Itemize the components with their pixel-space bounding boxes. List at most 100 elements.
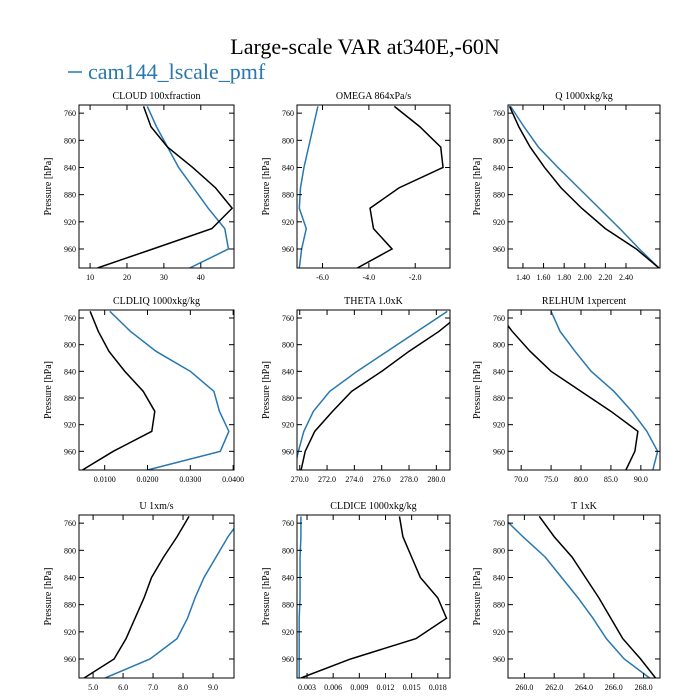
x-tick-label: 268.0 (635, 683, 653, 692)
y-axis-label: Pressure [hPa] (261, 567, 272, 625)
x-tick-label: 0.0300 (179, 475, 201, 484)
y-tick-label: 960 (493, 245, 505, 254)
y-tick-label: 920 (493, 421, 505, 430)
x-tick-label: 0.0200 (137, 475, 159, 484)
profile-line (297, 310, 448, 462)
panel: 0.0100 0.0200 0.0300 0.0400 760 800 840 880 920 9… (43, 296, 244, 484)
x-tick-label: 8.0 (178, 683, 188, 692)
x-tick-label: 1.60 (537, 273, 551, 282)
y-tick-label: 760 (64, 519, 76, 528)
y-tick-label: 800 (64, 341, 76, 350)
profile-line (83, 515, 190, 678)
profile-line (538, 515, 657, 678)
panel-title: RELHUM 1xpercent (542, 296, 626, 307)
profile-line (550, 311, 659, 470)
y-tick-label: 760 (282, 314, 294, 323)
x-tick-label: 90.0 (634, 475, 648, 484)
panel-title: CLOUD 100xfraction (112, 91, 200, 102)
x-tick-label: 274.0 (345, 475, 363, 484)
y-axis-label: Pressure [hPa] (472, 361, 483, 419)
x-tick-label: 0.012 (376, 683, 394, 692)
y-tick-label: 800 (282, 341, 294, 350)
y-tick-label: 880 (64, 394, 76, 403)
x-tick-label: 264.0 (575, 683, 593, 692)
y-tick-label: 800 (493, 341, 505, 350)
x-tick-label: 0.0400 (222, 475, 244, 484)
plot-frame (507, 104, 661, 269)
profile-line (356, 105, 444, 268)
x-tick-label: 272.0 (318, 475, 336, 484)
panel: 70.0 75.0 80.0 85.0 90.0 760 800 840 880 920 960 RE… (472, 296, 661, 484)
y-tick-label: 960 (493, 655, 505, 664)
panel-title: THETA 1.0xK (344, 296, 403, 307)
x-tick-label: -4.0 (363, 273, 376, 282)
y-tick-label: 800 (493, 136, 505, 145)
y-tick-label: 960 (64, 245, 76, 254)
x-tick-label: 9.0 (208, 683, 218, 692)
profile-line (104, 527, 234, 678)
x-tick-label: 278.0 (400, 475, 418, 484)
y-tick-label: 760 (493, 519, 505, 528)
y-tick-label: 840 (64, 573, 76, 582)
y-tick-label: 920 (282, 421, 294, 430)
panel-title: CLDLIQ 1000xkg/kg (113, 296, 200, 307)
legend-label: cam144_lscale_pmf (88, 59, 266, 84)
x-tick-label: 2.00 (578, 273, 592, 282)
x-tick-label: 80.0 (574, 475, 588, 484)
x-tick-label: 40 (197, 273, 205, 282)
y-tick-label: 840 (282, 367, 294, 376)
panel-title: Q 1000xkg/kg (555, 91, 613, 102)
y-tick-label: 960 (493, 447, 505, 456)
profile-line (97, 106, 234, 268)
y-tick-label: 760 (282, 109, 294, 118)
panel: -6.0 -4.0 -2.0 760 800 840 880 920 960 OMEGA 864x… (261, 91, 451, 282)
x-tick-label: 5.0 (88, 683, 98, 692)
y-tick-label: 960 (282, 655, 294, 664)
y-axis-label: Pressure [hPa] (261, 157, 272, 215)
y-tick-label: 960 (282, 245, 294, 254)
panel: 260.0 262.0 264.0 266.0 268.0 760 800 840 880 920… (472, 501, 661, 692)
plot-frame (507, 514, 661, 679)
x-tick-label: 0.018 (429, 683, 447, 692)
profile-line (508, 106, 660, 268)
y-tick-label: 920 (64, 628, 76, 637)
plot-frame (78, 514, 235, 679)
x-tick-label: 75.0 (544, 475, 558, 484)
profile-line (300, 516, 448, 678)
y-tick-label: 920 (282, 218, 294, 227)
panel-title: OMEGA 864xPa/s (336, 91, 411, 102)
x-tick-label: 270.0 (291, 475, 309, 484)
panel: 0.003 0.006 0.009 0.012 0.015 0.018 760 800 840 8… (261, 501, 451, 692)
y-tick-label: 880 (493, 191, 505, 200)
y-tick-label: 920 (493, 628, 505, 637)
y-tick-label: 840 (493, 163, 505, 172)
y-axis-label: Pressure [hPa] (43, 361, 54, 419)
panel-title: T 1xK (571, 501, 597, 512)
panel: 1.40 1.60 1.80 2.00 2.20 2.40 760 800 840 880 920 9… (472, 91, 661, 282)
plot-frame (507, 309, 661, 471)
plot-frame (296, 104, 451, 269)
profile-line (82, 311, 156, 470)
panel: 10 20 30 40 760 800 840 880 920 960 CLOUD 100xfrac… (43, 91, 235, 282)
y-tick-label: 920 (64, 421, 76, 430)
panel-title: CLDICE 1000xkg/kg (330, 501, 416, 512)
x-tick-label: -6.0 (316, 273, 329, 282)
x-tick-label: 266.0 (605, 683, 623, 692)
y-tick-label: 880 (64, 601, 76, 610)
plot-frame (296, 309, 451, 471)
x-tick-label: 0.003 (298, 683, 316, 692)
x-tick-label: 260.0 (515, 683, 533, 692)
profile-line (508, 324, 639, 470)
plot-frame (296, 514, 451, 679)
x-tick-label: 280.0 (427, 475, 445, 484)
x-tick-label: 10 (86, 273, 94, 282)
y-tick-label: 800 (64, 546, 76, 555)
x-tick-label: 262.0 (545, 683, 563, 692)
x-tick-label: 2.20 (598, 273, 612, 282)
panel: 5.0 6.0 7.0 8.0 9.0 760 800 840 880 920 960 U 1xm/s… (43, 501, 235, 692)
y-axis-label: Pressure [hPa] (43, 157, 54, 215)
y-tick-label: 800 (493, 546, 505, 555)
y-tick-label: 760 (493, 314, 505, 323)
y-axis-label: Pressure [hPa] (472, 157, 483, 215)
